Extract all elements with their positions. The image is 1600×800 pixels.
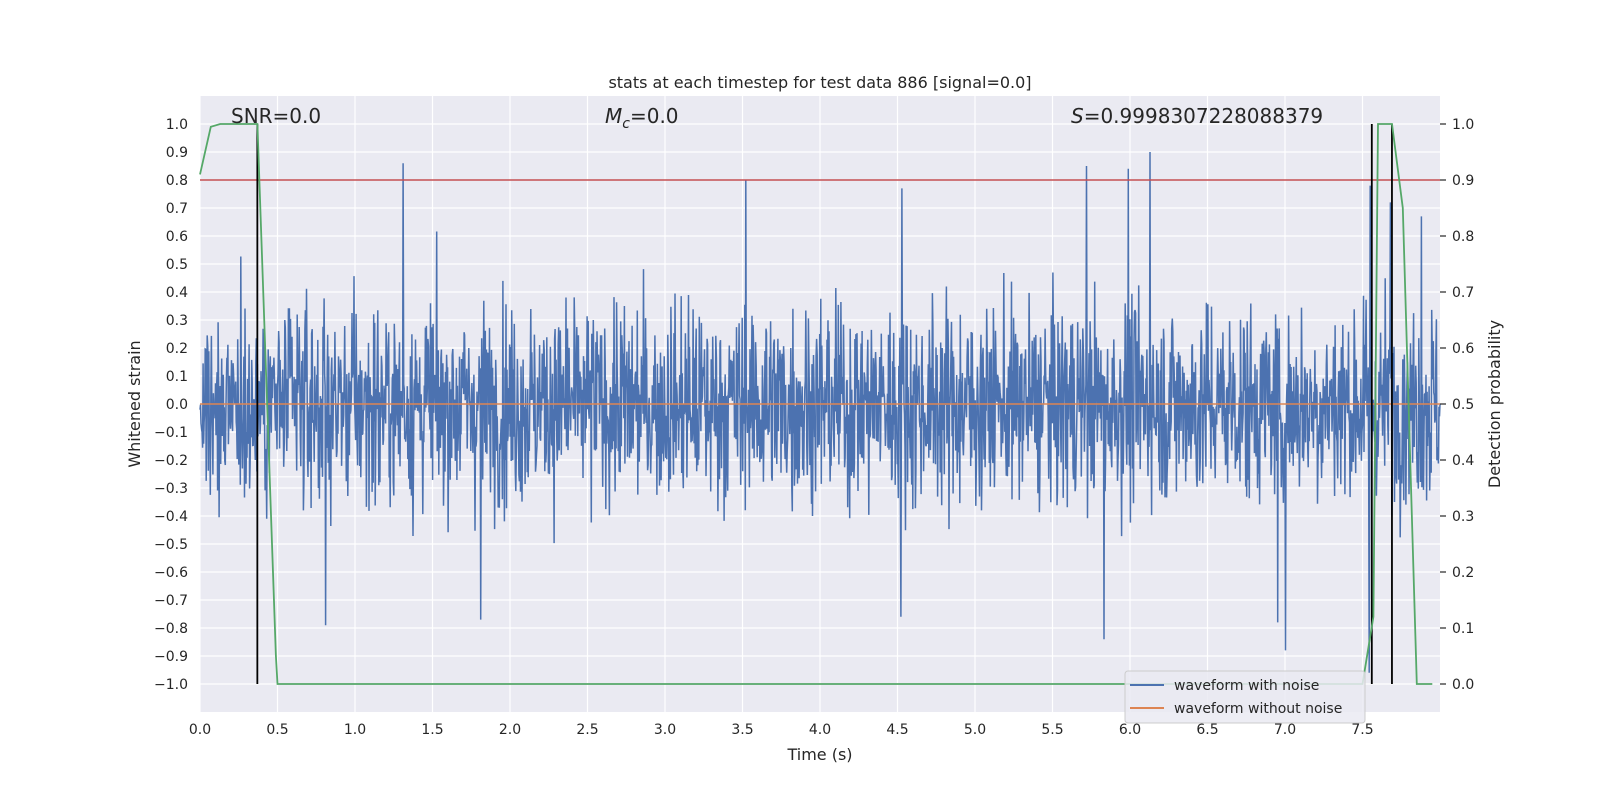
- y2-tick-label: 0.7: [1452, 285, 1474, 301]
- y-tick-label: −1.0: [154, 677, 188, 693]
- annotation-mc: Mc=0.0: [605, 104, 679, 132]
- x-tick-label: 6.5: [1196, 722, 1218, 738]
- x-tick-label: 4.0: [809, 722, 831, 738]
- x-tick-label: 1.5: [421, 722, 443, 738]
- annotation-mc-value: =0.0: [630, 104, 679, 128]
- y-tick-label: −0.3: [154, 481, 188, 497]
- y-tick-label: 0.3: [166, 313, 188, 329]
- y2-tick-label: 0.0: [1452, 677, 1474, 693]
- tick-labels-layer: 0.0 0.5 1.0 1.5 2.0 2.5 3.0 3.5 4.0 4.5 5.0 5.5 6.0 6…: [154, 117, 1474, 738]
- y-tick-label: −0.1: [154, 425, 188, 441]
- y2-tick-label: 0.9: [1452, 173, 1474, 189]
- y-tick-label: −0.4: [154, 509, 188, 525]
- y-tick-label: 1.0: [166, 117, 188, 133]
- y-tick-label: −0.7: [154, 593, 188, 609]
- y-tick-label: 0.6: [166, 229, 188, 245]
- x-tick-label: 0.0: [189, 722, 211, 738]
- y-tick-label: 0.8: [166, 173, 188, 189]
- y-tick-label: 0.7: [166, 201, 188, 217]
- x-tick-label: 6.0: [1119, 722, 1141, 738]
- y-axis-label: Whitened strain: [125, 340, 144, 467]
- y-tick-label: 0.2: [166, 341, 188, 357]
- x-tick-label: 2.0: [499, 722, 521, 738]
- y2-tick-label: 0.2: [1452, 565, 1474, 581]
- y-tick-label: −0.2: [154, 453, 188, 469]
- x-tick-label: 3.5: [731, 722, 753, 738]
- y-tick-label: −0.8: [154, 621, 188, 637]
- annotation-snr: SNR=0.0: [231, 104, 321, 128]
- y2-tick-label: 0.1: [1452, 621, 1474, 637]
- y-tick-label: −0.6: [154, 565, 188, 581]
- y2-tick-label: 0.6: [1452, 341, 1474, 357]
- x-tick-label: 2.5: [576, 722, 598, 738]
- noise-waveform-layer: [199, 151, 1441, 673]
- y2-axis-label: Detection probability: [1485, 320, 1504, 488]
- y-tick-label: 0.4: [166, 285, 188, 301]
- x-tick-label: 5.0: [964, 722, 986, 738]
- chart-title: stats at each timestep for test data 886…: [608, 73, 1031, 92]
- y-tick-label: 0.1: [166, 369, 188, 385]
- y-tick-label: 0.5: [166, 257, 188, 273]
- x-axis-label: Time (s): [786, 745, 852, 764]
- x-tick-label: 4.5: [886, 722, 908, 738]
- y2-tick-label: 0.4: [1452, 453, 1474, 469]
- y-tick-label: 0.9: [166, 145, 188, 161]
- x-tick-label: 0.5: [266, 722, 288, 738]
- legend-box: [1124, 670, 1366, 724]
- x-tick-label: 1.0: [344, 722, 366, 738]
- y-tick-label: −0.9: [154, 649, 188, 665]
- y-tick-label: −0.5: [154, 537, 188, 553]
- y2-tick-label: 0.3: [1452, 509, 1474, 525]
- x-tick-label: 3.0: [654, 722, 676, 738]
- annotation-mc-symbol: M: [605, 104, 622, 128]
- annotation-mc-subscript: c: [622, 116, 630, 132]
- annotation-s-symbol: S: [1071, 104, 1084, 128]
- x-tick-label: 7.5: [1351, 722, 1373, 738]
- x-tick-label: 5.5: [1041, 722, 1063, 738]
- y-tick-label: 0.0: [166, 397, 188, 413]
- y2-tick-label: 0.8: [1452, 229, 1474, 245]
- annotation-s-value: =0.9998307228088379: [1084, 104, 1323, 128]
- legend-label-noise: waveform with noise: [1174, 678, 1319, 694]
- series-waveform-with-noise: [199, 151, 1441, 673]
- legend: waveform with noise waveform without noi…: [1124, 670, 1366, 724]
- y2-tick-label: 1.0: [1452, 117, 1474, 133]
- x-tick-label: 7.0: [1274, 722, 1296, 738]
- legend-label-clean: waveform without noise: [1174, 701, 1342, 717]
- annotation-s: S=0.9998307228088379: [1071, 104, 1323, 128]
- y2-tick-label: 0.5: [1452, 397, 1474, 413]
